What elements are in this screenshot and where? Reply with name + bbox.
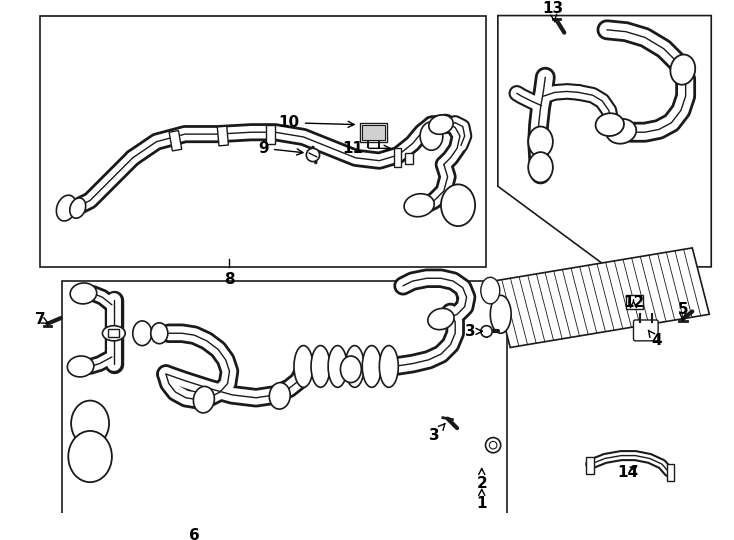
Ellipse shape (420, 122, 443, 150)
Ellipse shape (429, 115, 453, 134)
Ellipse shape (311, 346, 330, 387)
Circle shape (306, 148, 319, 161)
Ellipse shape (528, 152, 553, 183)
Text: 14: 14 (617, 465, 639, 480)
Text: 2: 2 (476, 469, 487, 491)
Ellipse shape (70, 198, 86, 218)
Bar (666, 464, 675, 481)
Bar (405, 153, 413, 165)
Ellipse shape (328, 346, 347, 387)
Text: 13: 13 (542, 2, 564, 22)
Circle shape (490, 441, 497, 449)
Ellipse shape (670, 55, 695, 85)
Ellipse shape (595, 113, 624, 136)
Bar (363, 125, 385, 140)
Ellipse shape (363, 346, 381, 387)
Ellipse shape (294, 346, 313, 387)
Ellipse shape (528, 126, 553, 157)
Bar (169, 131, 182, 151)
Ellipse shape (70, 283, 97, 304)
Bar (586, 456, 594, 474)
Ellipse shape (404, 194, 435, 217)
Bar (393, 148, 401, 167)
Polygon shape (498, 16, 711, 267)
Text: 3: 3 (429, 424, 445, 443)
Text: 4: 4 (648, 330, 661, 348)
Bar (62, 281, 507, 523)
Ellipse shape (193, 387, 214, 413)
Ellipse shape (606, 119, 636, 144)
Ellipse shape (490, 295, 511, 333)
Ellipse shape (150, 323, 168, 343)
Ellipse shape (379, 346, 399, 387)
Ellipse shape (345, 346, 364, 387)
Text: 9: 9 (258, 141, 303, 156)
Ellipse shape (71, 401, 109, 446)
Bar (40, 16, 486, 267)
Text: 5: 5 (677, 302, 688, 320)
Ellipse shape (68, 431, 112, 482)
Ellipse shape (68, 356, 94, 377)
Text: 6: 6 (189, 528, 200, 540)
Bar (266, 125, 275, 144)
Ellipse shape (428, 308, 454, 330)
Text: 8: 8 (224, 272, 235, 287)
Text: 3: 3 (465, 324, 482, 339)
Text: 11: 11 (342, 141, 390, 156)
Polygon shape (493, 248, 709, 347)
Text: 7: 7 (34, 312, 48, 327)
Text: 1: 1 (476, 489, 487, 511)
Ellipse shape (103, 326, 126, 341)
Text: 10: 10 (279, 115, 354, 130)
Bar (217, 126, 228, 146)
Bar (108, 329, 120, 337)
Ellipse shape (133, 321, 152, 346)
Circle shape (481, 326, 493, 337)
Bar (626, 295, 643, 308)
Ellipse shape (441, 184, 475, 226)
Ellipse shape (269, 383, 290, 409)
Circle shape (486, 437, 501, 453)
Ellipse shape (341, 356, 361, 382)
Text: 12: 12 (623, 295, 644, 310)
FancyBboxPatch shape (633, 320, 658, 341)
Ellipse shape (57, 195, 76, 221)
Ellipse shape (481, 278, 500, 304)
Bar (360, 123, 387, 141)
